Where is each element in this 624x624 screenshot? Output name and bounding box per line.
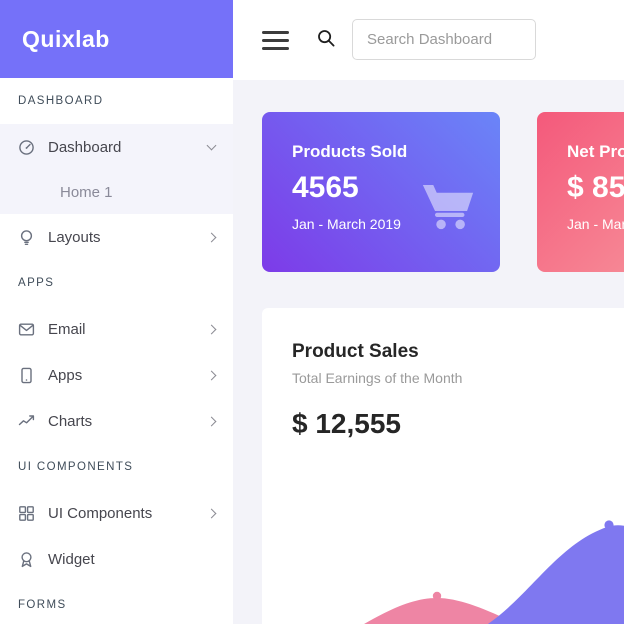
sidebar-item-label: UI Components bbox=[48, 504, 153, 522]
sidebar-subitem-label: Home 1 bbox=[60, 183, 113, 201]
brand-logo[interactable]: Quixlab bbox=[0, 0, 233, 78]
award-icon bbox=[21, 551, 32, 567]
sidebar-item-charts[interactable]: Charts bbox=[0, 398, 233, 444]
chevron-right-icon bbox=[206, 508, 217, 518]
card-period: Jan - March 2019 bbox=[567, 216, 624, 232]
net-profit-card: Net Profit $ 854 Jan - March 2019 bbox=[537, 112, 624, 272]
card-period: Jan - March 2019 bbox=[292, 216, 401, 232]
gauge-icon bbox=[19, 139, 34, 155]
sidebar: Quixlab DASHBOARD Dashboard Home 1 bbox=[0, 0, 233, 624]
sidebar-item-email[interactable]: Email bbox=[0, 306, 233, 352]
product-sales-subtitle: Total Earnings of the Month bbox=[292, 370, 463, 386]
chart-line-icon bbox=[18, 414, 35, 425]
sidebar-item-dashboard[interactable]: Dashboard bbox=[0, 124, 233, 170]
mobile-icon bbox=[21, 367, 32, 383]
dashboard-expanded-group: Dashboard Home 1 bbox=[0, 124, 233, 214]
chevron-down-icon bbox=[206, 140, 217, 151]
card-value: $ 854 bbox=[567, 171, 624, 204]
section-label-forms: FORMS bbox=[18, 599, 67, 611]
section-label-ui-components: UI COMPONENTS bbox=[18, 461, 134, 473]
bulb-icon bbox=[20, 229, 33, 245]
brand-name: Quixlab bbox=[22, 25, 110, 52]
topbar bbox=[233, 0, 624, 80]
pink-wave-series bbox=[364, 591, 517, 624]
purple-wave-series bbox=[487, 520, 624, 624]
product-sales-title: Product Sales bbox=[292, 341, 419, 362]
stat-cards-row: Products Sold 4565 Jan - March 2019 Net … bbox=[262, 112, 624, 272]
sidebar-subitem-home1[interactable]: Home 1 bbox=[0, 170, 233, 214]
sidebar-item-widget[interactable]: Widget bbox=[0, 536, 233, 582]
sidebar-item-label: Widget bbox=[48, 550, 95, 568]
card-title: Products Sold bbox=[292, 142, 408, 161]
product-sales-amount: $ 12,555 bbox=[292, 408, 401, 439]
grid-icon bbox=[19, 505, 34, 521]
sidebar-nav: DASHBOARD Dashboard Home 1 bbox=[0, 78, 233, 624]
envelope-icon bbox=[18, 323, 35, 336]
chevron-right-icon bbox=[206, 416, 217, 426]
hamburger-menu-icon[interactable] bbox=[262, 31, 289, 50]
main-content: Products Sold 4565 Jan - March 2019 Net … bbox=[233, 80, 624, 624]
card-value: 4565 bbox=[292, 171, 359, 204]
sidebar-item-label: Dashboard bbox=[48, 138, 122, 156]
sidebar-item-layouts[interactable]: Layouts bbox=[0, 214, 233, 260]
search-icon[interactable] bbox=[317, 29, 336, 48]
product-sales-card: Product Sales Total Earnings of the Mont… bbox=[262, 308, 624, 624]
sidebar-item-label: Apps bbox=[48, 366, 83, 384]
sidebar-item-apps[interactable]: Apps bbox=[0, 352, 233, 398]
sales-area-chart bbox=[364, 520, 624, 624]
sidebar-item-label: Charts bbox=[48, 412, 93, 430]
chevron-right-icon bbox=[206, 324, 217, 334]
section-label-dashboard: DASHBOARD bbox=[18, 95, 104, 107]
sidebar-item-ui-components[interactable]: UI Components bbox=[0, 490, 233, 536]
sidebar-item-label: Email bbox=[48, 320, 86, 338]
chevron-right-icon bbox=[206, 232, 217, 242]
search-input[interactable] bbox=[352, 19, 536, 60]
shopping-cart-icon bbox=[422, 184, 474, 230]
section-label-apps: APPS bbox=[18, 277, 55, 289]
card-title: Net Profit bbox=[567, 142, 624, 161]
products-sold-card: Products Sold 4565 Jan - March 2019 bbox=[262, 112, 500, 272]
chevron-right-icon bbox=[206, 370, 217, 380]
sidebar-item-label: Layouts bbox=[48, 228, 101, 246]
